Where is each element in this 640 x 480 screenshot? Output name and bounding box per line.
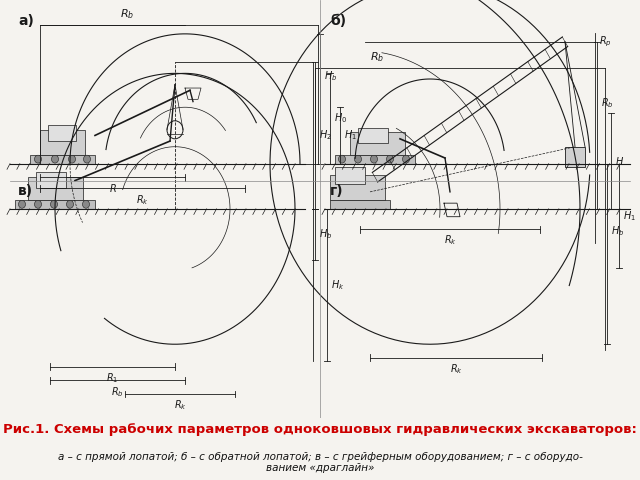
Text: $R$: $R$ — [109, 182, 116, 194]
Circle shape — [35, 155, 42, 163]
Bar — [350, 132, 405, 155]
Text: $R_k$: $R_k$ — [444, 234, 457, 247]
Text: а): а) — [18, 13, 34, 27]
Circle shape — [19, 200, 26, 208]
Bar — [335, 167, 365, 184]
Text: $R_1$: $R_1$ — [106, 372, 118, 385]
Text: в): в) — [18, 183, 33, 197]
Circle shape — [83, 155, 90, 163]
Text: $H_k$: $H_k$ — [331, 278, 344, 292]
Bar — [330, 200, 390, 209]
Circle shape — [51, 155, 58, 163]
Text: Рис.1. Схемы рабочих параметров одноковшовых гидравлических экскаваторов:: Рис.1. Схемы рабочих параметров одноковш… — [3, 423, 637, 436]
Text: $R_k$: $R_k$ — [449, 362, 463, 376]
Bar — [48, 125, 76, 141]
Text: $H_2$: $H_2$ — [319, 129, 332, 143]
Text: $R_p$: $R_p$ — [599, 35, 612, 49]
Text: $H_1$: $H_1$ — [623, 209, 636, 223]
Text: $H$: $H$ — [615, 155, 624, 167]
Text: б): б) — [330, 13, 346, 27]
Circle shape — [51, 200, 58, 208]
Polygon shape — [30, 155, 95, 164]
Circle shape — [68, 155, 76, 163]
Text: $R_b$: $R_b$ — [371, 50, 385, 64]
Text: $R_b$: $R_b$ — [111, 385, 124, 399]
Bar — [28, 177, 83, 200]
Circle shape — [355, 155, 362, 163]
Text: г): г) — [330, 183, 344, 197]
Text: $R_k$: $R_k$ — [136, 193, 149, 207]
Text: $R_b$: $R_b$ — [601, 96, 614, 109]
Text: а – с прямой лопатой; б – с обратной лопатой; в – с грейферным оборудованием; г : а – с прямой лопатой; б – с обратной лоп… — [58, 452, 582, 473]
Bar — [335, 155, 415, 164]
Text: $R_b$: $R_b$ — [120, 8, 134, 22]
Text: $H_b$: $H_b$ — [611, 225, 624, 238]
Bar — [40, 130, 85, 155]
Text: $H_b$: $H_b$ — [319, 228, 332, 241]
Bar — [330, 175, 385, 200]
Bar — [565, 147, 585, 167]
Circle shape — [403, 155, 410, 163]
Text: $H_0$: $H_0$ — [334, 112, 348, 125]
Bar — [358, 128, 388, 144]
Circle shape — [83, 200, 90, 208]
Bar — [15, 200, 95, 209]
Circle shape — [339, 155, 346, 163]
Text: $H_b$: $H_b$ — [324, 69, 337, 83]
Circle shape — [371, 155, 378, 163]
Text: $H_1$: $H_1$ — [344, 129, 357, 143]
Text: $R_k$: $R_k$ — [173, 398, 186, 412]
Bar — [36, 171, 66, 189]
Circle shape — [387, 155, 394, 163]
Circle shape — [35, 200, 42, 208]
Circle shape — [67, 200, 74, 208]
